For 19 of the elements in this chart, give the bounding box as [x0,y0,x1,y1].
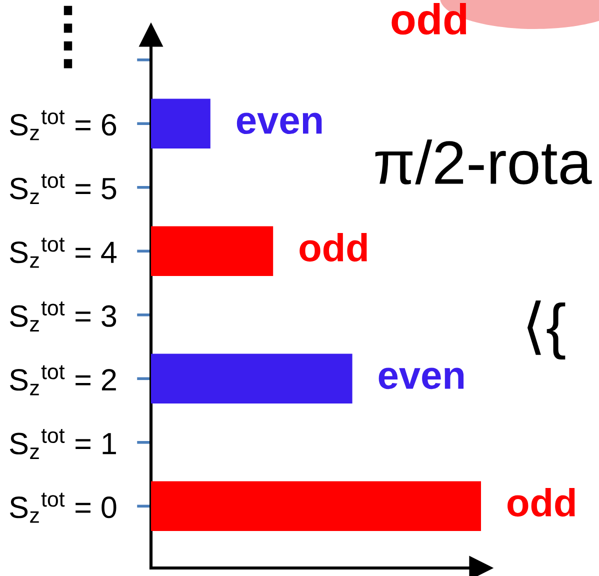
y-tick-label: S$_{z}$$^{tot}$ = 4 [10,238,117,268]
annotation: even [378,368,464,390]
annotation: π/2-rota [375,140,592,184]
y-tick-label: S$_{z}$$^{tot}$ = 5 [10,174,116,204]
bar [151,98,210,148]
text: odd [392,3,466,35]
y-tick-label: S$_{z}$$^{tot}$ = 2 [10,365,116,396]
y-tick-label: S$_{z}$$^{tot}$ = 3 [10,301,116,332]
annotation: even [236,112,322,134]
text: ⟨{ [527,300,566,360]
bar [151,354,352,404]
bar [151,226,274,276]
y-tick-label: S$_{z}$$^{tot}$ = 0 [10,492,116,523]
text: ⁞ [64,6,72,68]
y-tick-label: S$_{z}$$^{tot}$ = 6 [10,110,116,140]
annotation: odd [300,233,367,262]
y-tick-label: S$_{z}$$^{tot}$ = 1 [10,428,116,459]
annotation: odd [508,488,575,517]
bar [151,481,481,532]
